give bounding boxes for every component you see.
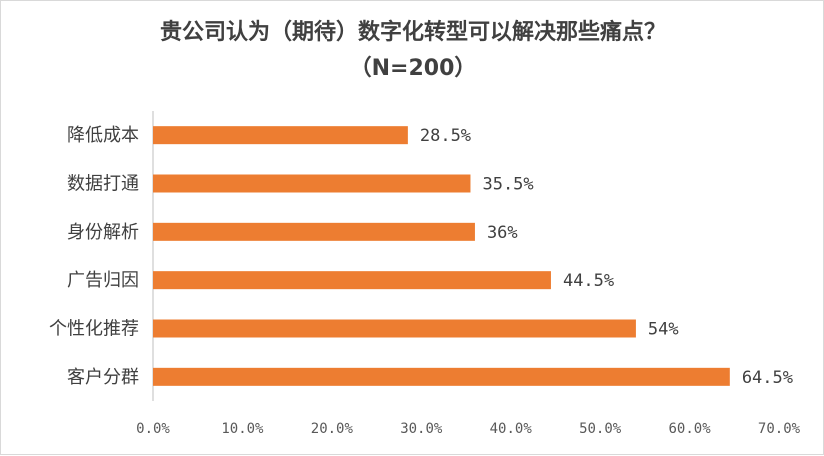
bars-layer: 降低成本 28.5% 数据打通 35.5% 身份解析 36% 广告归因 44.5% 个性化推荐 5… (49, 125, 793, 388)
chart-title: 贵公司认为（期待）数字化转型可以解决那些痛点？ (160, 19, 666, 45)
bar (153, 222, 475, 241)
category-label: 客户分群 (67, 367, 139, 388)
category-label: 降低成本 (67, 125, 139, 146)
x-tick-label: 10.0% (221, 421, 264, 437)
chart-subtitle: （N=200） (350, 56, 477, 81)
x-tick-label: 70.0% (758, 421, 801, 437)
bar (153, 319, 636, 338)
x-axis-ticks: 0.0% 10.0% 20.0% 30.0% 40.0% 50.0% 60.0% 70.0% (136, 421, 800, 437)
x-tick-label: 30.0% (400, 421, 443, 437)
category-label: 身份解析 (67, 222, 139, 243)
x-tick-label: 0.0% (136, 421, 170, 437)
category-label: 数据打通 (67, 174, 139, 195)
x-tick-label: 40.0% (490, 421, 533, 437)
bar (153, 174, 471, 193)
bar (153, 367, 730, 386)
bar (153, 126, 408, 145)
value-label: 36% (487, 223, 518, 243)
category-label: 个性化推荐 (49, 319, 139, 340)
value-label: 54% (648, 320, 679, 340)
bar (153, 271, 551, 290)
value-label: 35.5% (482, 175, 533, 195)
value-label: 44.5% (563, 271, 614, 291)
value-label: 64.5% (742, 368, 793, 388)
value-label: 28.5% (420, 126, 471, 146)
x-tick-label: 60.0% (668, 421, 711, 437)
x-tick-label: 20.0% (311, 421, 354, 437)
x-tick-label: 50.0% (579, 421, 622, 437)
category-label: 广告归因 (67, 270, 139, 291)
